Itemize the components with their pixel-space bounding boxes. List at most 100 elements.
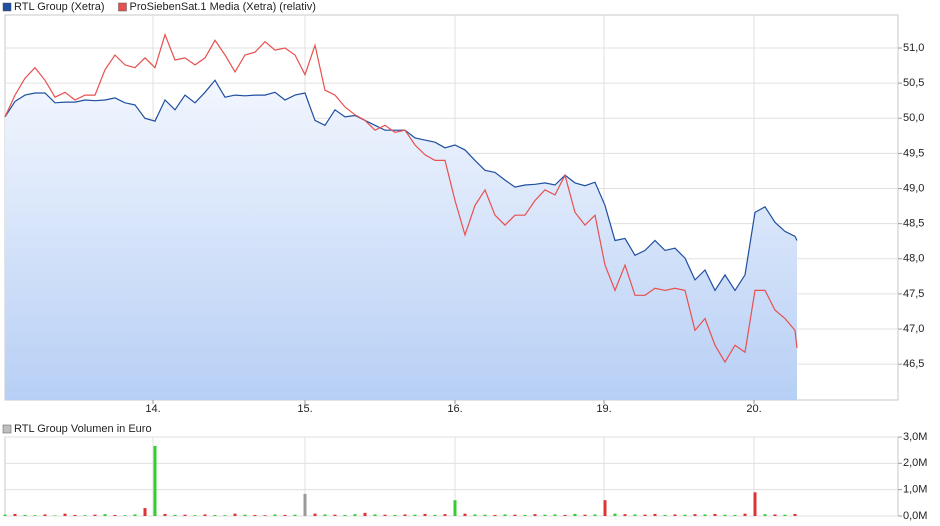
x-tick-label: 16. bbox=[447, 403, 462, 415]
y-tick-label: 49,0 bbox=[903, 182, 924, 194]
bar bbox=[223, 515, 227, 516]
bar bbox=[753, 492, 757, 516]
bar bbox=[43, 514, 47, 516]
y-tick-label: 0,0M bbox=[903, 510, 927, 522]
bar bbox=[183, 514, 187, 516]
y-tick-label: 51,0 bbox=[903, 42, 924, 54]
bar bbox=[3, 514, 7, 516]
bar bbox=[583, 514, 587, 516]
y-tick-label: 50,0 bbox=[903, 112, 924, 124]
bar bbox=[793, 513, 797, 516]
bar bbox=[233, 513, 237, 516]
bar bbox=[413, 514, 417, 516]
bar bbox=[643, 514, 647, 516]
bar bbox=[303, 493, 307, 516]
legend-label: ProSiebenSat.1 Media (Xetra) (relativ) bbox=[129, 1, 315, 13]
bar bbox=[343, 514, 347, 516]
bar bbox=[133, 514, 137, 516]
area bbox=[5, 80, 797, 401]
bar bbox=[763, 514, 767, 516]
bar bbox=[493, 514, 497, 516]
bar bbox=[653, 513, 657, 516]
bar bbox=[473, 514, 477, 516]
legend-swatch bbox=[2, 424, 12, 434]
y-tick-label: 46,5 bbox=[903, 358, 924, 370]
bar bbox=[283, 514, 287, 516]
bar bbox=[693, 514, 697, 516]
line bbox=[4, 32, 798, 364]
bar bbox=[563, 514, 567, 516]
y-tick-label: 2,0M bbox=[903, 457, 927, 469]
bar bbox=[163, 513, 167, 516]
bar bbox=[713, 513, 717, 516]
bar bbox=[203, 514, 207, 516]
bar bbox=[503, 514, 507, 516]
y-tick-label: 49,5 bbox=[903, 147, 924, 159]
bar bbox=[313, 513, 317, 516]
bar bbox=[243, 514, 247, 516]
bar bbox=[33, 515, 37, 516]
bar bbox=[483, 514, 487, 516]
bar bbox=[673, 514, 677, 516]
y-tick-label: 1,0M bbox=[903, 484, 927, 496]
bar bbox=[323, 514, 327, 516]
y-tick-label: 47,0 bbox=[903, 323, 924, 335]
bar bbox=[103, 514, 107, 516]
bar bbox=[253, 514, 257, 516]
bar bbox=[383, 514, 387, 516]
bar bbox=[513, 514, 517, 516]
bar bbox=[463, 513, 467, 516]
bar bbox=[213, 514, 217, 516]
bar bbox=[443, 514, 447, 516]
bar bbox=[553, 514, 557, 516]
legend-swatch bbox=[118, 2, 127, 12]
bar bbox=[123, 515, 127, 516]
bar bbox=[733, 514, 737, 516]
legend-swatch bbox=[2, 2, 12, 12]
y-tick-label: 48,0 bbox=[903, 253, 924, 265]
plot-frame bbox=[4, 436, 899, 517]
bar bbox=[533, 514, 537, 516]
bar bbox=[263, 515, 267, 516]
bar bbox=[273, 514, 277, 516]
bar bbox=[543, 514, 547, 516]
bar bbox=[293, 514, 297, 516]
bar bbox=[783, 514, 787, 516]
bar bbox=[433, 514, 437, 516]
bar bbox=[423, 513, 427, 516]
bar bbox=[153, 445, 157, 516]
bar bbox=[373, 514, 377, 516]
bar bbox=[193, 515, 197, 516]
bar bbox=[83, 515, 87, 516]
bar bbox=[593, 514, 597, 516]
x-tick-label: 15. bbox=[297, 403, 312, 415]
bar bbox=[73, 514, 77, 516]
bar bbox=[173, 514, 177, 516]
bar bbox=[13, 513, 17, 516]
y-tick-label: 47,5 bbox=[903, 288, 924, 300]
bar bbox=[723, 514, 727, 516]
y-tick-label: 50,5 bbox=[903, 77, 924, 89]
bar bbox=[63, 513, 67, 516]
bar bbox=[403, 514, 407, 516]
bar bbox=[703, 514, 707, 516]
bar bbox=[393, 514, 397, 516]
bar bbox=[363, 512, 367, 516]
bar bbox=[453, 500, 457, 516]
bar bbox=[353, 514, 357, 516]
x-tick-label: 19. bbox=[596, 403, 611, 415]
bar bbox=[523, 514, 527, 516]
bar bbox=[573, 513, 577, 516]
x-tick-label: 14. bbox=[145, 403, 160, 415]
bar bbox=[683, 514, 687, 516]
bar bbox=[93, 514, 97, 516]
x-tick-label: 20. bbox=[746, 403, 761, 415]
bar bbox=[743, 513, 747, 516]
legend-label: RTL Group (Xetra) bbox=[14, 1, 104, 13]
bar bbox=[633, 514, 637, 516]
bar bbox=[623, 514, 627, 516]
legend-label: RTL Group Volumen in Euro bbox=[14, 423, 152, 435]
y-tick-label: 48,5 bbox=[903, 218, 924, 230]
bar bbox=[603, 500, 607, 516]
bar bbox=[53, 515, 57, 516]
